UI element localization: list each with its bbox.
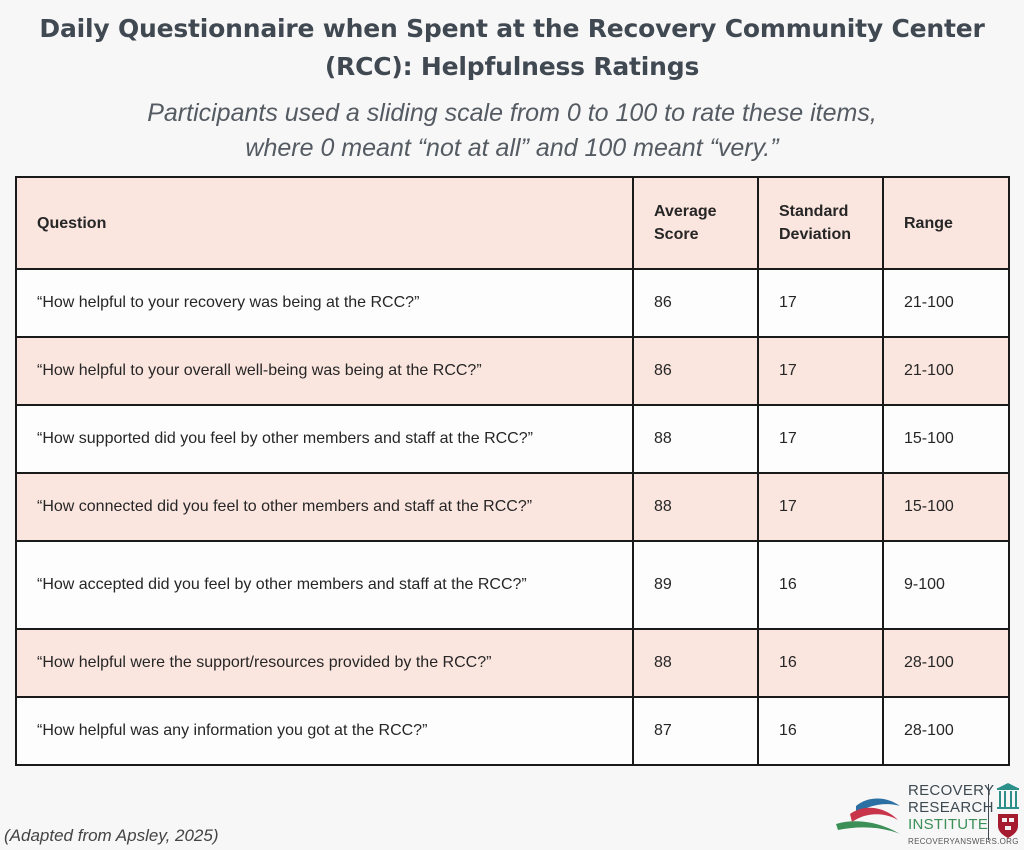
average-score-cell: 88: [632, 628, 759, 698]
logo-wordmark: RECOVERY RESEARCH INSTITUTE: [908, 782, 994, 833]
average-score-cell: 89: [632, 540, 759, 630]
question-cell: “How connected did you feel to other mem…: [15, 472, 634, 542]
question-cell: “How helpful to your recovery was being …: [15, 268, 634, 338]
table-row: “How connected did you feel to other mem…: [15, 472, 1010, 542]
standard-deviation-cell: 17: [757, 404, 884, 474]
swoosh-logo-icon: [836, 798, 900, 834]
question-cell: “How supported did you feel by other mem…: [15, 404, 634, 474]
standard-deviation-cell: 16: [757, 696, 884, 766]
range-cell: 15-100: [882, 404, 1010, 474]
table-row: “How accepted did you feel by other memb…: [15, 540, 1010, 630]
average-score-cell: 88: [632, 472, 759, 542]
range-cell: 15-100: [882, 472, 1010, 542]
standard-deviation-cell: 17: [757, 336, 884, 406]
table-row: “How helpful to your recovery was being …: [15, 268, 1010, 338]
range-cell: 21-100: [882, 268, 1010, 338]
range-cell: 9-100: [882, 540, 1010, 630]
logo-divider: [988, 784, 989, 840]
table-row: “How helpful to your overall well-being …: [15, 336, 1010, 406]
question-cell: “How helpful was any information you got…: [15, 696, 634, 766]
range-cell: 21-100: [882, 336, 1010, 406]
standard-deviation-cell: 17: [757, 268, 884, 338]
question-cell: “How helpful to your overall well-being …: [15, 336, 634, 406]
column-header-average-score: Average Score: [632, 176, 759, 270]
question-cell: “How helpful were the support/resources …: [15, 628, 634, 698]
range-cell: 28-100: [882, 628, 1010, 698]
average-score-cell: 87: [632, 696, 759, 766]
table-row: “How supported did you feel by other mem…: [15, 404, 1010, 474]
standard-deviation-cell: 16: [757, 628, 884, 698]
logo-line-research: RESEARCH: [908, 799, 994, 816]
standard-deviation-cell: 17: [757, 472, 884, 542]
ratings-table: Question Average Score Standard Deviation …: [15, 176, 1010, 766]
page-title-line-2: (RCC): Helpfulness Ratings: [324, 52, 700, 81]
table-row: “How helpful was any information you got…: [15, 696, 1010, 766]
logo-line-recovery: RECOVERY: [908, 782, 995, 799]
column-header-range: Range: [882, 176, 1010, 270]
range-cell: 28-100: [882, 696, 1010, 766]
average-score-cell: 86: [632, 336, 759, 406]
page-subtitle-line-1: Participants used a sliding scale from 0…: [147, 99, 877, 127]
logo-line-institute: INSTITUTE: [908, 816, 989, 833]
logo-url: RECOVERYANSWERS.ORG: [908, 837, 1019, 846]
institution-emblem-icon: [997, 783, 1019, 838]
recovery-research-institute-logo: RECOVERY RESEARCH INSTITUTE RECOVERYANSW…: [834, 782, 1024, 848]
column-header-standard-deviation: Standard Deviation: [757, 176, 884, 270]
table-row: “How helpful were the support/resources …: [15, 628, 1010, 698]
page-subtitle-line-2: where 0 meant “not at all” and 100 meant…: [245, 134, 779, 162]
page-title: Daily Questionnaire when Spent at the Re…: [0, 10, 1024, 86]
column-header-question: Question: [15, 176, 634, 270]
table-header-row: Question Average Score Standard Deviation …: [15, 176, 1010, 270]
page-title-line-1: Daily Questionnaire when Spent at the Re…: [39, 14, 985, 43]
source-footnote: (Adapted from Apsley, 2025): [4, 826, 219, 845]
page-subtitle: Participants used a sliding scale from 0…: [0, 96, 1024, 166]
average-score-cell: 88: [632, 404, 759, 474]
question-cell: “How accepted did you feel by other memb…: [15, 540, 634, 630]
standard-deviation-cell: 16: [757, 540, 884, 630]
average-score-cell: 86: [632, 268, 759, 338]
